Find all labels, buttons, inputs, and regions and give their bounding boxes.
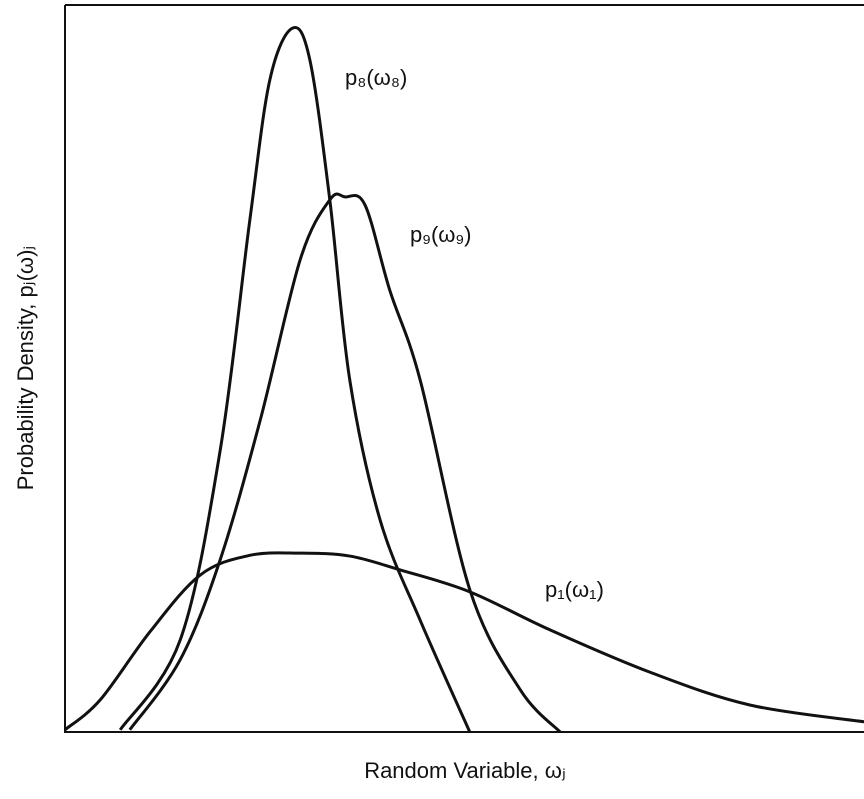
curve-label: p₈(ω₈)	[345, 65, 407, 90]
curve-label: p₉(ω₉)	[410, 222, 472, 247]
curve-label: p₁(ω₁)	[545, 577, 604, 602]
plot-frame	[64, 4, 864, 733]
density-curve	[64, 551, 864, 731]
density-curve	[118, 25, 472, 733]
x-axis-label: Random Variable, ωⱼ	[364, 758, 566, 783]
density-curve	[128, 192, 562, 734]
y-axis-label: Probability Density, pⱼ(ω)ⱼ	[13, 246, 38, 491]
